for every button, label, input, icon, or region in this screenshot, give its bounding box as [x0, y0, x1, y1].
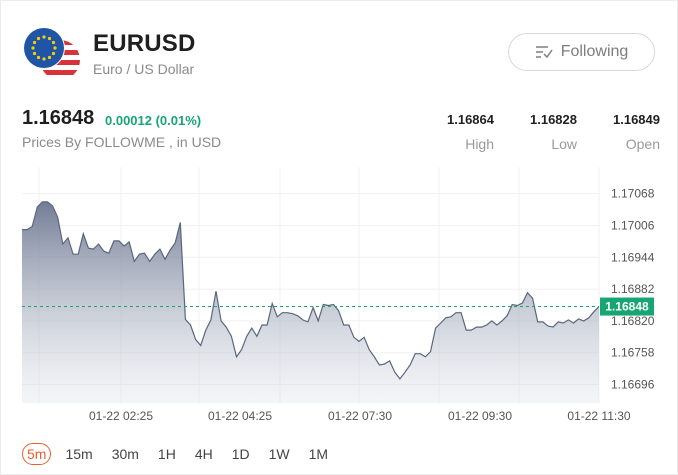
y-tick-label: 1.16696	[611, 378, 655, 392]
timeframe-1h[interactable]: 1H	[157, 446, 176, 462]
y-tick-label: 1.16820	[611, 314, 655, 328]
y-tick-label: 1.17068	[611, 187, 655, 201]
symbol-name: Euro / US Dollar	[93, 61, 195, 77]
price-chart-svg[interactable]: 1.16848 1.17068 1.17006 1.16944 1.16882 1.16…	[1, 161, 678, 431]
timeframe-4h[interactable]: 4H	[194, 446, 213, 462]
timeframe-15m[interactable]: 15m	[65, 446, 93, 462]
stat-high: 1.16864 High	[424, 112, 494, 152]
x-tick-label: 01-22 11:30	[567, 409, 630, 423]
price-change: 0.00012 (0.01%)	[105, 113, 202, 128]
y-tick-label: 1.16944	[611, 250, 655, 264]
price-chart[interactable]: 1.16848 1.17068 1.17006 1.16944 1.16882 1.16…	[1, 161, 678, 431]
stat-high-value: 1.16864	[447, 112, 494, 127]
following-button[interactable]: Following	[508, 33, 655, 71]
y-tick-label: 1.17006	[611, 218, 655, 232]
x-tick-label: 01-22 07:30	[328, 409, 392, 423]
current-price-label: 1.16848	[605, 300, 649, 314]
current-price: 1.16848	[22, 107, 95, 129]
x-tick-label: 01-22 09:30	[448, 409, 512, 423]
stat-low-value: 1.16828	[530, 112, 577, 127]
y-tick-label: 1.16882	[611, 282, 655, 296]
x-tick-label: 01-22 04:25	[208, 409, 272, 423]
timeframe-1mo[interactable]: 1M	[308, 446, 329, 462]
x-tick-label: 01-22 02:25	[89, 409, 153, 423]
price-source: Prices By FOLLOWME , in USD	[22, 134, 222, 150]
timeframe-1d[interactable]: 1D	[231, 446, 250, 462]
following-label: Following	[560, 43, 629, 60]
stat-open-value: 1.16849	[613, 112, 660, 127]
timeframe-30m[interactable]: 30m	[111, 446, 139, 462]
symbol-title: EURUSD	[93, 30, 196, 57]
stat-low-label: Low	[551, 136, 577, 152]
price-area	[22, 201, 599, 403]
following-list-icon	[535, 45, 553, 59]
timeframe-selector: 5m 15m 30m 1H 4H 1D 1W 1M	[22, 443, 342, 465]
current-price-tag	[600, 297, 654, 316]
y-tick-label: 1.16758	[611, 346, 655, 360]
stat-open: 1.16849 Open	[590, 112, 660, 152]
stat-high-label: High	[465, 136, 494, 152]
eurusd-flag-icon	[22, 26, 80, 80]
stat-low: 1.16828 Low	[507, 112, 577, 152]
stat-open-label: Open	[625, 136, 660, 152]
price-line	[22, 201, 600, 380]
timeframe-1w[interactable]: 1W	[268, 446, 290, 462]
timeframe-5m[interactable]: 5m	[22, 443, 52, 465]
